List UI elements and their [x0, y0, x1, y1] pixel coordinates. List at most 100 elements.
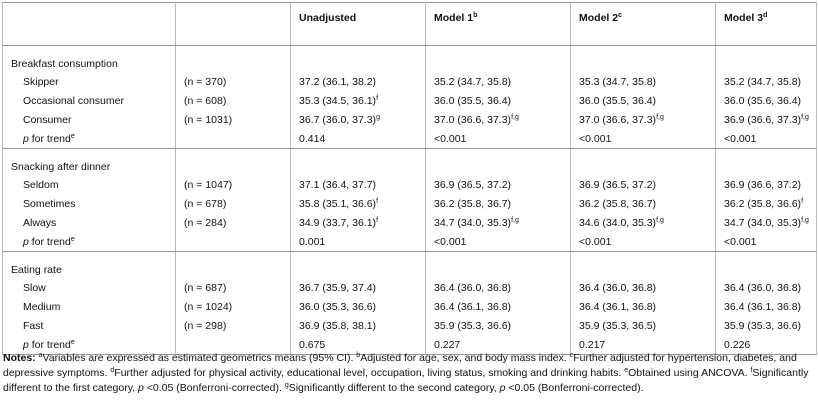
row-label: p for trende	[2, 335, 176, 355]
data-row: p for trende 0.414 <0.001 <0.001 <0.001	[2, 129, 817, 149]
n-text: (n = 284)	[184, 216, 227, 229]
value-text: 36.9 (36.6, 37.2)	[724, 178, 802, 191]
value-footnote: f,g	[656, 113, 664, 121]
row-label-text: p for trend	[23, 132, 71, 145]
row-label-text: Sometimes	[23, 197, 76, 210]
value-cell: 36.2 (35.8, 36.7)	[570, 194, 716, 213]
row-label: Sometimes	[2, 194, 176, 213]
section-label: Eating rate	[11, 264, 62, 276]
value-cell: 36.0 (35.3, 36.6)	[290, 297, 426, 316]
value-cell: 35.9 (35.3, 36.6)	[425, 316, 571, 335]
note-segment: Adjusted for age, sex, and body mass ind…	[360, 352, 570, 364]
value-text: 37.1 (36.4, 37.7)	[299, 178, 377, 191]
note-segment: c	[569, 352, 574, 359]
section-title: Breakfast consumption	[2, 45, 176, 72]
n-cell: (n = 678)	[175, 194, 291, 213]
value-footnote: f	[801, 197, 804, 205]
data-row: Sometimes (n = 678) 35.8 (35.1, 36.6)f 36.2…	[2, 194, 817, 213]
value-cell: <0.001	[425, 232, 571, 252]
value-text: 34.7 (34.0, 35.3)	[724, 216, 802, 229]
header-row: Unadjusted Model 1b Model 2c Model 3d	[2, 2, 817, 46]
empty-cell	[425, 148, 571, 175]
n-text: (n = 687)	[184, 281, 227, 294]
value-cell: 36.7 (36.0, 37.3)g	[290, 110, 426, 129]
data-row: Consumer (n = 1031) 36.7 (36.0, 37.3)g 37.0…	[2, 110, 817, 129]
row-label-text: Seldom	[23, 178, 59, 191]
value-text: 36.2 (35.8, 36.7)	[579, 197, 657, 210]
value-cell: 35.2 (34.7, 35.8)	[715, 72, 817, 91]
header-cell: Model 2c	[570, 2, 716, 46]
header-cell	[2, 2, 176, 46]
empty-cell	[570, 251, 716, 278]
value-text: 36.4 (36.0, 36.8)	[579, 281, 657, 294]
row-label-text: Medium	[23, 300, 61, 313]
note-segment: p	[138, 382, 144, 394]
empty-cell	[290, 45, 426, 72]
row-label: Medium	[2, 297, 176, 316]
value-cell: 36.4 (36.1, 36.8)	[425, 297, 571, 316]
empty-cell	[175, 148, 291, 175]
value-cell: 0.227	[425, 335, 571, 355]
value-cell: 36.9 (36.5, 37.2)	[570, 175, 716, 194]
value-cell: 37.0 (36.6, 37.3)f,g	[570, 110, 716, 129]
section-row: Eating rate	[2, 251, 817, 278]
value-text: 0.227	[434, 338, 461, 351]
value-footnote: f,g	[511, 216, 519, 224]
value-text: 35.9 (35.3, 36.6)	[434, 319, 512, 332]
value-cell: <0.001	[570, 129, 716, 149]
value-text: 36.0 (35.6, 36.4)	[724, 94, 802, 107]
column-footnote: b	[473, 12, 478, 19]
value-cell: 37.1 (36.4, 37.7)	[290, 175, 426, 194]
data-row: Seldom (n = 1047) 37.1 (36.4, 37.7) 36.9 (3…	[2, 175, 817, 194]
data-row: p for trende 0.001 <0.001 <0.001 <0.001	[2, 232, 817, 252]
note-segment: Variables are expressed as estimated geo…	[42, 352, 357, 364]
note-segment: <0.05 (Bonferroni-corrected).	[505, 382, 644, 394]
note-segment: a	[38, 352, 43, 359]
column-title: Model 1	[434, 12, 474, 24]
value-text: 36.9 (35.8, 38.1)	[299, 319, 377, 332]
empty-cell	[715, 251, 817, 278]
empty-cell	[290, 251, 426, 278]
data-row: p for trende 0.675 0.227 0.217 0.226	[2, 335, 817, 355]
note-segment: b	[356, 352, 361, 359]
value-cell: 0.226	[715, 335, 817, 355]
value-cell: <0.001	[715, 232, 817, 252]
value-cell: 34.7 (34.0, 35.3)f,g	[425, 213, 571, 232]
row-label: Consumer	[2, 110, 176, 129]
value-cell: <0.001	[715, 129, 817, 149]
n-cell: (n = 608)	[175, 91, 291, 110]
n-cell: (n = 1024)	[175, 297, 291, 316]
empty-cell	[715, 45, 817, 72]
value-text: 35.8 (35.1, 36.6)	[299, 197, 377, 210]
row-label-text: Skipper	[23, 75, 59, 88]
empty-cell	[290, 148, 426, 175]
value-text: <0.001	[724, 132, 757, 145]
value-cell: 36.0 (35.6, 36.4)	[715, 91, 817, 110]
value-text: 36.4 (36.1, 36.8)	[724, 300, 802, 313]
value-cell: 36.9 (36.6, 37.3)f,g	[715, 110, 817, 129]
value-text: 36.9 (36.6, 37.3)	[724, 113, 802, 126]
section-label: Snacking after dinner	[11, 161, 111, 173]
value-text: 0.001	[299, 235, 326, 248]
row-label-text: Occasional consumer	[23, 94, 124, 107]
value-text: 0.217	[579, 338, 606, 351]
note-segment: Obtained using ANCOVA.	[628, 367, 751, 379]
empty-cell	[425, 251, 571, 278]
value-text: 36.7 (36.0, 37.3)	[299, 113, 377, 126]
note-segment: Further adjusted for physical activity, …	[114, 367, 625, 379]
value-cell: 0.675	[290, 335, 426, 355]
row-label-text: p for trend	[23, 338, 71, 351]
data-row: Skipper (n = 370) 37.2 (36.1, 38.2) 35.2 (3…	[2, 72, 817, 91]
column-footnote: c	[618, 12, 622, 19]
value-cell: <0.001	[425, 129, 571, 149]
value-cell: 36.7 (35.9, 37.4)	[290, 278, 426, 297]
value-text: 35.2 (34.7, 35.8)	[724, 75, 802, 88]
row-label-text: Always	[23, 216, 57, 229]
row-label: p for trende	[2, 129, 176, 149]
value-text: <0.001	[724, 235, 757, 248]
value-text: 36.4 (36.0, 36.8)	[434, 281, 512, 294]
row-label: Always	[2, 213, 176, 232]
value-cell: 35.9 (35.3, 36.6)	[715, 316, 817, 335]
value-cell: 35.8 (35.1, 36.6)f	[290, 194, 426, 213]
